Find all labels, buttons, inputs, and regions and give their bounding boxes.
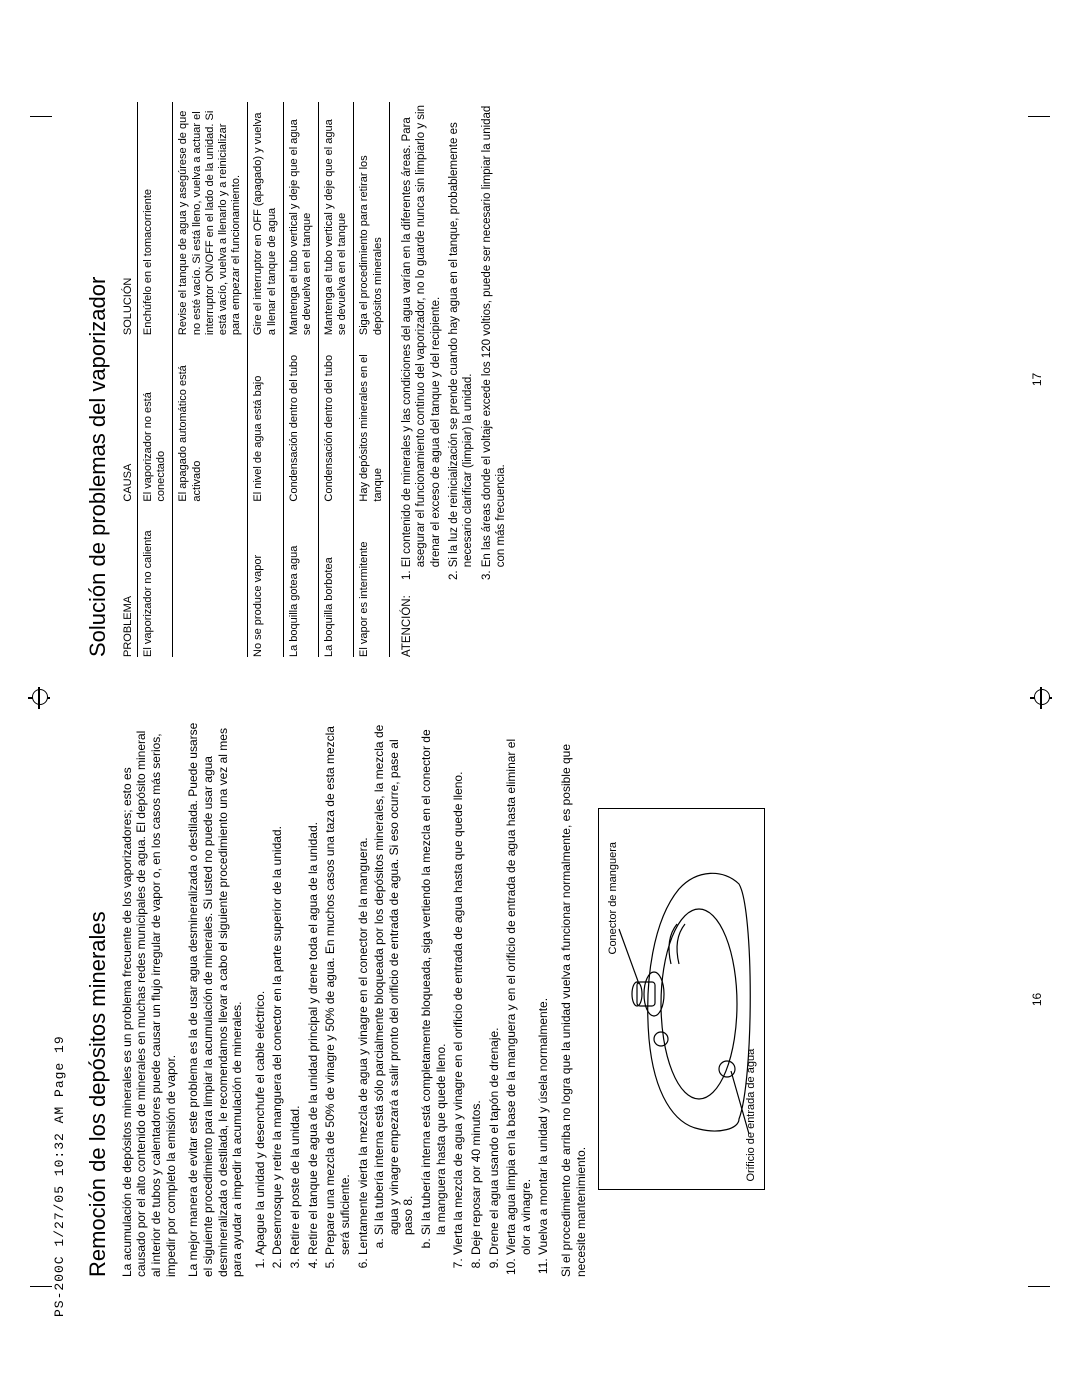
page-number: 17 [1030,373,1045,386]
substep-item: Si la tubería interna está sólo parcialm… [372,722,416,1235]
page-16: Remoción de los depósitos minerales La a… [85,722,1015,1277]
register-mark [1030,687,1052,709]
substep-item: Si la tubería interna está completamente… [419,722,448,1235]
col-header: PROBLEMA [120,502,138,657]
attention-label: ATENCIÓN: [400,585,513,657]
footnote: Si el procedimiento de arriba no logra q… [559,722,588,1277]
step-item: Vierta agua limpia en la base de la mang… [504,722,533,1255]
step-item: Deje reposar por 40 minutos. [469,722,484,1255]
crop-mark [30,116,52,117]
table-row: La boquilla gotea agua Condensación dent… [283,102,318,657]
print-header: PS-200C 1/27/05 10:32 AM Page 19 [52,1035,67,1317]
step-item: Retire el tanque de agua de la unidad pr… [306,722,321,1255]
step-item: Vierta la mezcla de agua y vinagre en el… [451,722,466,1255]
step-item: Prepare una mezcla de 50% de vinagre y 5… [323,722,352,1255]
vaporizer-diagram-svg [599,810,764,1190]
step-item: Desenrosque y retire la manguera del con… [270,722,285,1255]
attention-item: En las áreas donde el voltaje excede los… [480,102,509,567]
crop-mark [1028,1286,1050,1287]
table-row: El vapor es intermitente Hay depósitos m… [354,102,389,657]
step-item: Apague la unidad y desenchufe el cable e… [253,722,268,1255]
crop-mark [1028,116,1050,117]
step-item: Retire el poste de la unidad. [288,722,303,1255]
attention-item: Si la luz de reinicialización se prende … [447,102,476,567]
table-row: No se produce vapor El nivel de agua est… [248,102,283,657]
step-item: Drene el agua usando el tapón de drenaje… [487,722,502,1255]
intro-paragraph: La acumulación de depósitos minerales es… [120,722,179,1277]
crop-mark [30,1286,52,1287]
steps-list: Apague la unidad y desenchufe el cable e… [253,722,551,1277]
page-number: 16 [1030,993,1045,1006]
attention-list: El contenido de minerales y las condicio… [400,102,513,585]
intro-paragraph: La mejor manera de evitar este problema … [186,722,245,1277]
col-header: SOLUCIÓN [120,102,138,335]
page-title: Solución de problemas del vaporizador [85,102,112,657]
table-row: La boquilla borbotea Condensación dentro… [319,102,354,657]
table-row: El vaporizador no calienta El vaporizado… [138,102,173,657]
step-item: Vuelva a montar la unidad y úsela normal… [536,722,551,1255]
diagram-label-inlet: Orificio de entrada de agua [745,1049,758,1182]
step-item: Lentamente vierta la mezcla de agua y vi… [356,722,449,1255]
attention-item: El contenido de minerales y las condicio… [400,102,443,567]
col-header: CAUSA [120,335,138,502]
diagram: Conector de manguera Orificio de entrada… [598,809,765,1191]
troubleshooting-table: PROBLEMA CAUSA SOLUCIÓN El vaporizador n… [120,102,390,657]
page-title: Remoción de los depósitos minerales [85,722,112,1277]
diagram-label-connector: Conector de manguera [607,842,620,955]
attention-block: ATENCIÓN: El contenido de minerales y la… [400,102,513,657]
table-row: El apagado automático está activado Revi… [173,102,248,657]
register-mark [28,687,50,709]
page-17: Solución de problemas del vaporizador PR… [85,102,1015,657]
